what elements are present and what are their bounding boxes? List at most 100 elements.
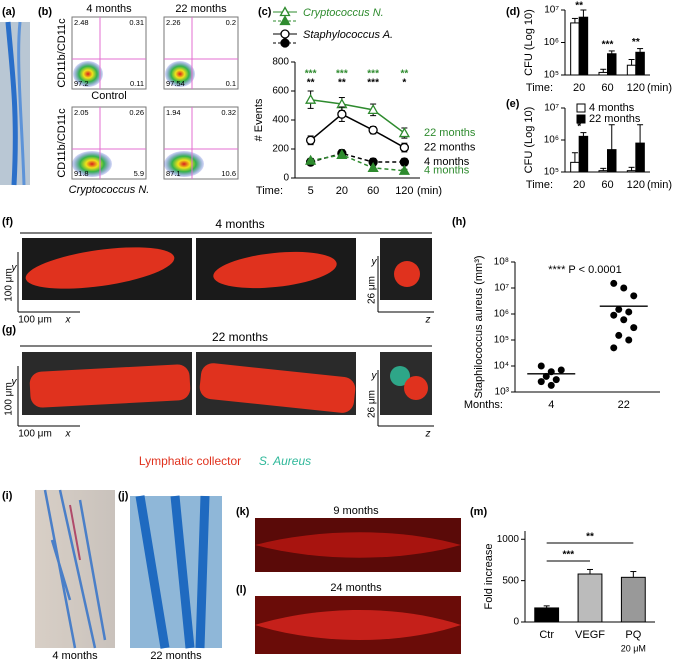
- legend-marker: [279, 15, 291, 26]
- scale-label: y: [11, 377, 18, 388]
- data-point: [547, 381, 555, 389]
- vessel: [255, 532, 461, 558]
- panel-label: (h): [452, 216, 466, 228]
- caption: 22 months: [150, 650, 202, 661]
- scale-label: z: [425, 315, 431, 326]
- x-tick-label: 60: [367, 185, 379, 197]
- series-line: [310, 154, 405, 172]
- data-point: [610, 344, 618, 352]
- significance: ***: [602, 40, 614, 51]
- quadrant-value: 5.9: [134, 169, 144, 178]
- panel-label: (b): [38, 6, 52, 18]
- legend-label: Cryptococcus N.: [303, 7, 384, 19]
- significance: *: [577, 121, 581, 132]
- data-point: [367, 104, 379, 114]
- data-point: [398, 164, 410, 175]
- cell-cloud: [164, 151, 204, 177]
- bar: [578, 16, 589, 76]
- annotation: **** P < 0.0001: [548, 264, 622, 276]
- bar: [570, 161, 580, 173]
- data-point: [610, 311, 618, 319]
- quadrant-value: 2.48: [74, 18, 89, 27]
- scale-label: 26 μm: [367, 390, 378, 418]
- y-tick-label: 10⁵: [544, 70, 559, 81]
- collector: [394, 261, 420, 287]
- column-header: 22 months: [175, 3, 227, 15]
- y-axis-label: Staphilococcus aureus (mm³): [473, 255, 485, 398]
- data-point: [305, 93, 317, 104]
- scale-label: y: [371, 257, 378, 268]
- y-axis-label: Fold increase: [483, 543, 495, 609]
- data-point: [615, 331, 623, 339]
- significance: **: [307, 78, 315, 89]
- quadrant-value: 97.54: [166, 79, 185, 88]
- x-tick-label: 20: [573, 179, 585, 191]
- x-tick-label: 120: [627, 82, 645, 94]
- bar: [578, 135, 589, 173]
- collector: [25, 247, 175, 289]
- quadrant-value: 2.05: [74, 108, 89, 117]
- legend-marker: [280, 29, 290, 39]
- data-point: [537, 378, 545, 386]
- legend-label: 4 months: [589, 102, 635, 114]
- panel-label: (m): [470, 506, 487, 518]
- y-tick-label: 10⁵: [494, 335, 509, 346]
- significance: **: [586, 532, 594, 543]
- y-axis-label: CFU (Log 10): [523, 107, 535, 174]
- quadrant-value: 0.32: [221, 108, 236, 117]
- bar: [626, 170, 637, 173]
- column-header: 4 months: [86, 3, 132, 15]
- x-tick-label: 4: [548, 399, 554, 411]
- data-point: [368, 125, 378, 135]
- data-point: [620, 316, 628, 324]
- y-tick-label: 1000: [497, 534, 520, 545]
- caption: 4 months: [52, 650, 98, 661]
- collector: [213, 251, 337, 289]
- axis-label: CD11b/CD11c: [56, 108, 68, 178]
- x-tick-label: 60: [601, 179, 613, 191]
- legend-label: Staphylococcus A.: [303, 29, 393, 41]
- scale-label: x: [65, 429, 72, 440]
- bar: [635, 51, 645, 76]
- vessel: [69, 504, 81, 561]
- data-point: [630, 292, 638, 300]
- x-axis-label: Time:: [526, 179, 553, 191]
- y-tick-label: 400: [272, 115, 289, 126]
- scale-label: y: [371, 371, 378, 382]
- scale-label: x: [65, 315, 72, 326]
- data-point: [399, 142, 410, 153]
- bar: [635, 142, 645, 173]
- significance: ***: [367, 78, 379, 89]
- bar: [607, 53, 617, 76]
- axis-label: CD11b/CD11c: [56, 18, 68, 88]
- x-axis-label: Months:: [464, 399, 503, 411]
- axis-label: Cryptococcus N.: [69, 184, 150, 196]
- scale-label: 26 μm: [367, 276, 378, 304]
- y-tick-label: 0: [283, 173, 289, 184]
- collector: [404, 376, 428, 400]
- x-tick-label: PQ: [625, 629, 641, 641]
- x-tick-label: Ctr: [539, 629, 554, 641]
- y-tick-label: 10⁷: [544, 103, 559, 114]
- significance: ***: [562, 550, 574, 561]
- data-point: [625, 336, 633, 344]
- x-tick-label: 5: [308, 185, 314, 197]
- cell-cloud: [73, 61, 103, 87]
- data-point: [305, 135, 316, 145]
- y-tick-label: 800: [272, 57, 289, 68]
- x-tick-label: 20: [573, 82, 585, 94]
- vessels: [43, 489, 107, 649]
- data-point: [557, 366, 565, 374]
- bar: [620, 576, 646, 623]
- cell-cloud: [165, 61, 195, 87]
- y-tick-label: 10⁶: [494, 309, 509, 320]
- quadrant-value: 0.31: [129, 18, 144, 27]
- panel-label: (a): [2, 6, 16, 18]
- x-tick-label: 60: [601, 82, 613, 94]
- panel-label: (i): [2, 490, 13, 502]
- data-point: [615, 305, 623, 313]
- panel-label: (c): [258, 6, 272, 18]
- cell-cloud: [72, 151, 112, 177]
- data-point: [337, 109, 347, 119]
- x-tick-label: 120: [395, 185, 413, 197]
